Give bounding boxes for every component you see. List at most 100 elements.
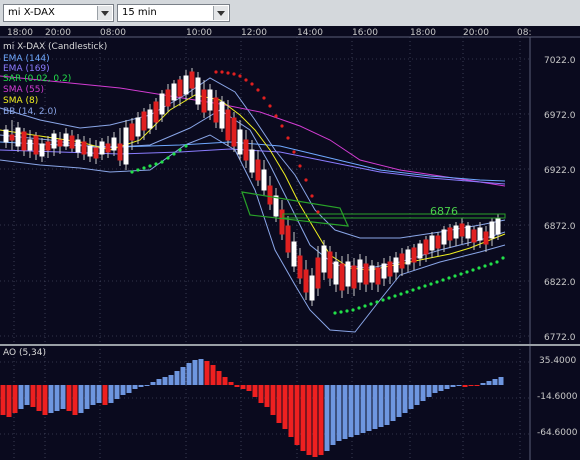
candle-body (357, 259, 363, 283)
sar-dot (136, 168, 140, 172)
symbol-select[interactable]: mi X-DAX (3, 4, 114, 22)
sar-dot (232, 72, 236, 76)
ao-bar (366, 385, 372, 431)
ao-bar (84, 385, 90, 409)
sar-dot (274, 114, 278, 118)
ao-bar (450, 385, 456, 387)
ao-histogram[interactable] (0, 359, 504, 457)
price-chart[interactable]: 18:00 20:00 08:00 10:00 12:00 14:00 16:0… (0, 26, 580, 460)
ao-bar (498, 377, 504, 385)
ao-bar (204, 361, 210, 385)
candle-body (21, 131, 27, 151)
candle-body (441, 229, 447, 245)
ao-bar (270, 385, 276, 415)
time-label: 14:00 (297, 28, 323, 38)
candle-body (255, 159, 261, 181)
ao-bar (216, 371, 222, 385)
ao-bar (102, 385, 108, 405)
ao-bar (258, 385, 264, 403)
ao-bar (114, 385, 120, 399)
candlesticks[interactable] (3, 68, 501, 306)
ao-bar (162, 377, 168, 385)
candle-body (327, 251, 333, 279)
ao-bar (294, 385, 300, 445)
chart-title: mi X-DAX (Candlestick) (3, 42, 107, 52)
candle-body (153, 101, 159, 123)
ao-bar (336, 385, 342, 441)
ao-bar (126, 385, 132, 393)
sar-dot (489, 262, 493, 266)
candle-body (261, 169, 267, 191)
candle-body (411, 247, 417, 263)
time-label: 18:00 (410, 28, 436, 38)
candle-body (339, 263, 345, 291)
ao-bar (24, 385, 30, 405)
ao-bar (468, 385, 474, 386)
time-label: 10:00 (186, 28, 212, 38)
ao-bar (372, 385, 378, 429)
time-label: 08:00 (100, 28, 126, 38)
sma55-line (0, 75, 506, 187)
ao-bar (444, 385, 450, 389)
sar-dot (435, 280, 439, 284)
time-label: 20:00 (463, 28, 489, 38)
chevron-down-icon[interactable] (213, 6, 228, 20)
ao-bar (318, 385, 324, 455)
ao-axis: 35.4000 -14.6000 -64.6000 (537, 356, 578, 438)
ao-bar (108, 385, 114, 403)
ao-bar (168, 375, 174, 385)
candle-body (333, 261, 339, 285)
sar-dot (501, 256, 505, 260)
ao-bar (174, 371, 180, 385)
candle-body (93, 147, 99, 159)
ao-bar (312, 385, 318, 457)
candle-body (45, 141, 51, 151)
sar-dot (268, 104, 272, 108)
candle-body (141, 111, 147, 131)
sar-dot (256, 88, 260, 92)
chevron-down-icon[interactable] (97, 6, 112, 20)
candle-body (51, 133, 57, 149)
price-label: 6872.0 (544, 222, 576, 232)
period-select[interactable]: 15 min (117, 4, 230, 22)
candle-body (33, 135, 39, 155)
candle-body (309, 275, 315, 301)
sar-dot (381, 298, 385, 302)
candle-body (423, 239, 429, 255)
ao-bar (462, 385, 468, 387)
sar-dot (453, 274, 457, 278)
candle-body (243, 139, 249, 161)
candle-body (417, 243, 423, 259)
ao-bar (120, 385, 126, 395)
price-label: 6822.0 (544, 278, 576, 288)
ao-bar (48, 385, 54, 413)
price-marker[interactable]: 6876 (241, 191, 506, 227)
sar-dot (172, 152, 176, 156)
sar-dot (166, 156, 170, 160)
candle-body (3, 129, 9, 143)
sar-dot (459, 272, 463, 276)
candle-body (315, 257, 321, 289)
ao-label: -14.6000 (537, 392, 578, 402)
ao-bar (12, 385, 18, 413)
time-axis: 18:00 20:00 08:00 10:00 12:00 14:00 16:0… (7, 28, 531, 38)
sar-dot (316, 210, 320, 214)
ao-bar (456, 385, 462, 386)
candle-body (105, 143, 111, 153)
time-label: 20:00 (45, 28, 71, 38)
ao-bar (222, 377, 228, 385)
sar-dot (411, 288, 415, 292)
ao-bar (90, 385, 96, 405)
ao-bar (420, 385, 426, 401)
sar-dot (339, 310, 343, 314)
ao-bar (306, 385, 312, 455)
candle-body (213, 97, 219, 123)
candle-body (465, 225, 471, 239)
time-label: 08: (517, 28, 531, 38)
sar-dot (465, 270, 469, 274)
candle-body (195, 77, 201, 105)
candle-body (231, 117, 237, 147)
candle-body (87, 145, 93, 157)
candle-body (249, 149, 255, 173)
candle-body (273, 195, 279, 217)
